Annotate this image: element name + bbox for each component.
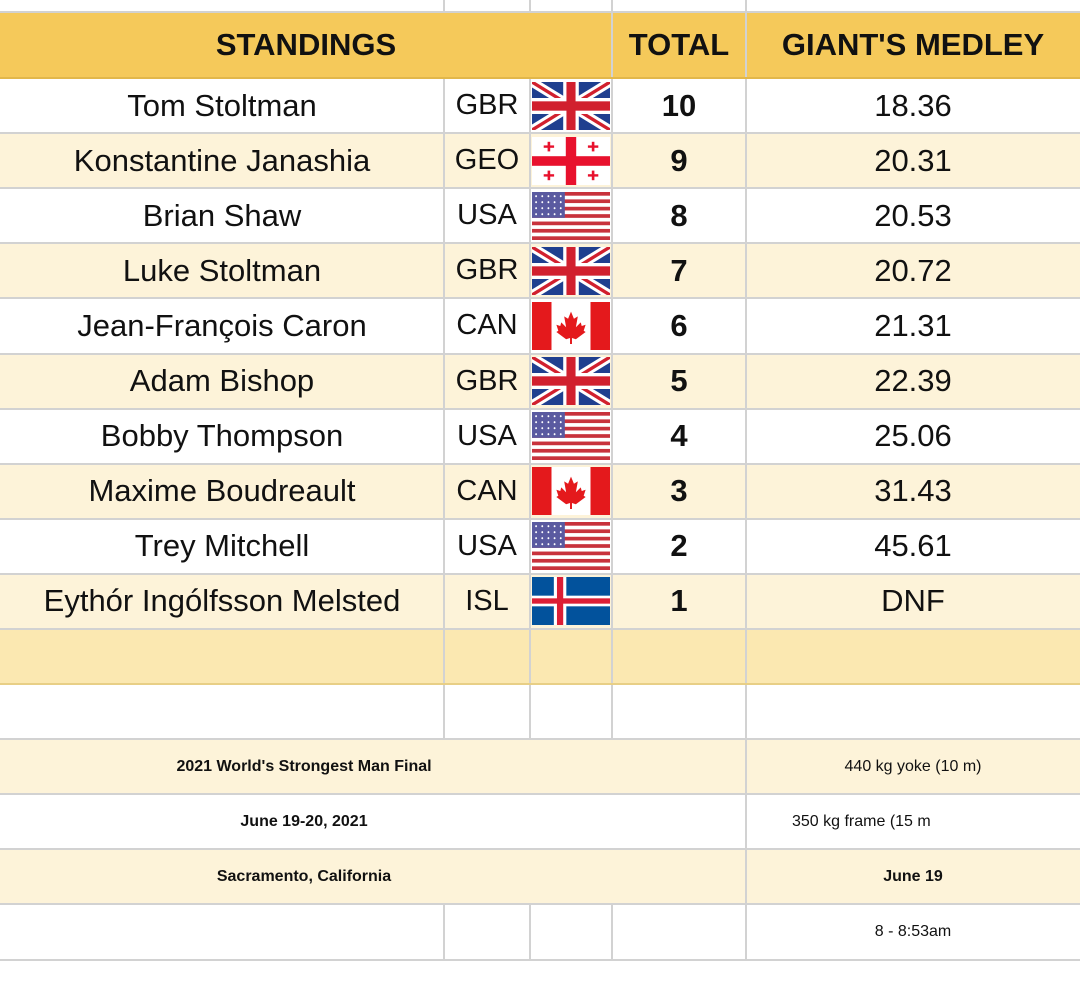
event-title[interactable]: 2021 World's Strongest Man Final: [176, 757, 432, 775]
total-points[interactable]: 10: [661, 87, 697, 123]
country-code[interactable]: GBR: [455, 364, 519, 397]
country-code[interactable]: GBR: [455, 254, 519, 287]
flag-cell: [530, 133, 612, 188]
blank-row[interactable]: [0, 684, 1080, 739]
event-header[interactable]: GIANT'S MEDLEY: [781, 27, 1045, 62]
uk-flag-icon: [532, 81, 610, 130]
total-points[interactable]: 1: [670, 583, 688, 619]
standings-header[interactable]: STANDINGS: [215, 27, 397, 62]
total-points[interactable]: 4: [670, 418, 688, 454]
total-points[interactable]: 6: [670, 307, 688, 343]
total-points[interactable]: 2: [670, 528, 688, 564]
total-header[interactable]: TOTAL: [628, 27, 730, 62]
table-row[interactable]: Jean-François Caron CAN 6 21.31: [0, 298, 1080, 353]
event-result[interactable]: 20.31: [874, 142, 952, 178]
country-code[interactable]: CAN: [456, 309, 518, 342]
yoke-cell[interactable]: 440 kg yoke (10 m): [844, 757, 982, 775]
flag-cell: [530, 409, 612, 464]
table-row[interactable]: Eythór Ingólfsson Melsted ISL 1 DNF: [0, 573, 1080, 629]
table-row[interactable]: Adam Bishop GBR 5 22.39: [0, 353, 1080, 409]
uk-flag-icon: [532, 246, 610, 295]
frame-cell[interactable]: 350 kg frame (15 m: [792, 812, 931, 830]
event-location[interactable]: Sacramento, California: [216, 867, 392, 885]
event-time-cell[interactable]: 8 - 8:53am: [874, 922, 952, 940]
country-code[interactable]: USA: [457, 419, 517, 452]
event-result[interactable]: 25.06: [874, 418, 952, 454]
table-row[interactable]: Konstantine Janashia GEO 9 20.31: [0, 133, 1080, 189]
blank-row[interactable]: [0, 629, 1080, 684]
athlete-name[interactable]: Jean-François Caron: [77, 307, 367, 343]
flag-cell: [530, 243, 612, 298]
event-dates[interactable]: June 19-20, 2021: [240, 812, 368, 830]
info-row: June 19-20, 2021 350 kg frame (15 m: [0, 794, 1080, 849]
info-row: Sacramento, California June 19: [0, 849, 1080, 904]
table-row[interactable]: Luke Stoltman GBR 7 20.72: [0, 243, 1080, 299]
country-code[interactable]: USA: [457, 199, 517, 232]
country-code[interactable]: GBR: [455, 89, 519, 122]
athlete-name[interactable]: Eythór Ingólfsson Melsted: [43, 583, 401, 619]
usa-flag-icon: [532, 191, 610, 240]
athlete-name[interactable]: Tom Stoltman: [127, 87, 317, 123]
flag-cell: [530, 354, 612, 409]
usa-flag-icon: [532, 412, 610, 461]
info-row: 2021 World's Strongest Man Final 440 kg …: [0, 739, 1080, 794]
flag-cell: [530, 574, 612, 629]
athlete-name[interactable]: Trey Mitchell: [134, 528, 310, 564]
flag-cell: [530, 188, 612, 243]
country-code[interactable]: ISL: [465, 584, 509, 617]
header-row: STANDINGS TOTAL GIANT'S MEDLEY: [0, 12, 1080, 78]
event-result[interactable]: DNF: [881, 583, 945, 619]
country-code[interactable]: CAN: [456, 474, 518, 507]
canada-flag-icon: [532, 467, 610, 516]
total-points[interactable]: 3: [670, 473, 688, 509]
table-row[interactable]: Tom Stoltman GBR 10 18.36: [0, 78, 1080, 133]
usa-flag-icon: [532, 522, 610, 571]
athlete-name[interactable]: Maxime Boudreault: [88, 473, 356, 509]
country-code[interactable]: USA: [457, 529, 517, 562]
event-date-cell[interactable]: June 19: [883, 867, 943, 885]
total-points[interactable]: 8: [670, 197, 688, 233]
event-result[interactable]: 45.61: [874, 528, 952, 564]
canada-flag-icon: [532, 301, 610, 350]
event-result[interactable]: 20.72: [874, 252, 952, 288]
table-row[interactable]: Trey Mitchell USA 2 45.61: [0, 519, 1080, 574]
flag-cell: [530, 298, 612, 353]
total-points[interactable]: 7: [670, 252, 688, 288]
athlete-name[interactable]: Adam Bishop: [129, 363, 315, 399]
athlete-name[interactable]: Konstantine Janashia: [73, 142, 371, 178]
table-row[interactable]: Brian Shaw USA 8 20.53: [0, 188, 1080, 243]
flag-cell: [530, 78, 612, 133]
event-result[interactable]: 21.31: [874, 307, 952, 343]
country-code[interactable]: GEO: [454, 144, 520, 177]
event-result[interactable]: 22.39: [874, 363, 952, 399]
event-result[interactable]: 31.43: [874, 473, 952, 509]
flag-cell: [530, 519, 612, 574]
table-row[interactable]: Maxime Boudreault CAN 3 31.43: [0, 463, 1080, 519]
table-row[interactable]: Bobby Thompson USA 4 25.06: [0, 409, 1080, 464]
athlete-name[interactable]: Bobby Thompson: [100, 418, 344, 454]
event-result[interactable]: 18.36: [874, 87, 952, 123]
total-points[interactable]: 9: [670, 142, 688, 178]
athlete-name[interactable]: Brian Shaw: [142, 197, 302, 233]
total-points[interactable]: 5: [670, 363, 688, 399]
flag-cell: [530, 464, 612, 519]
event-result[interactable]: 20.53: [874, 197, 952, 233]
iceland-flag-icon: [532, 577, 610, 626]
athlete-name[interactable]: Luke Stoltman: [122, 252, 322, 288]
uk-flag-icon: [532, 357, 610, 406]
georgia-flag-icon: [532, 136, 610, 185]
info-row: 8 - 8:53am: [0, 904, 1080, 959]
